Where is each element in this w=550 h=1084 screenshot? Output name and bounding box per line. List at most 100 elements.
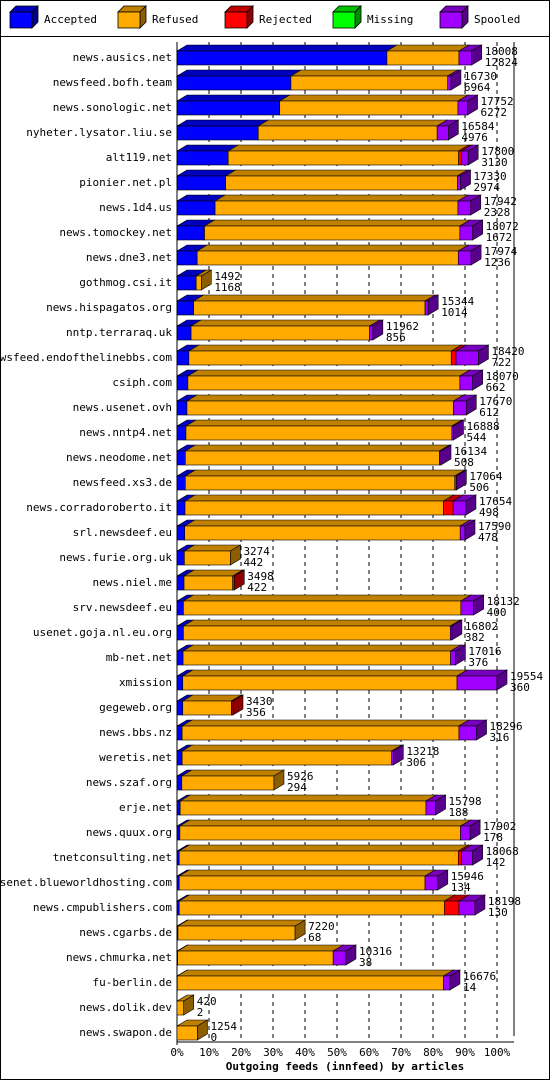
x-tick-label: 70% xyxy=(391,1046,411,1059)
bar-segment xyxy=(182,751,392,765)
bar-segment xyxy=(460,226,473,240)
y-tick-label: nntp.terraraq.uk xyxy=(66,326,172,339)
bar-segment xyxy=(177,401,187,415)
bar-segment xyxy=(179,851,458,865)
bar-segment xyxy=(444,501,454,515)
bar-segment xyxy=(177,126,258,140)
bar-segment xyxy=(177,176,226,190)
bar-segment xyxy=(179,876,425,890)
y-tick-label: newsfeed.endofthelinebbs.com xyxy=(0,351,172,364)
y-tick-label: news.ausics.net xyxy=(73,51,172,64)
accepted-label: 508 xyxy=(454,456,474,469)
bar-segment xyxy=(183,626,450,640)
legend-swatch xyxy=(333,12,355,28)
bar-top xyxy=(179,895,454,901)
y-tick-label: news.hispagatos.org xyxy=(46,301,172,314)
y-tick-label: news.dolik.dev xyxy=(79,1001,172,1014)
bar-top xyxy=(177,95,290,101)
bar-segment xyxy=(177,201,215,215)
bar-segment xyxy=(458,851,461,865)
accepted-label: 6964 xyxy=(464,81,491,94)
bar-top xyxy=(178,945,344,951)
bar-segment xyxy=(187,401,454,415)
bar-segment xyxy=(177,726,182,740)
bar-top xyxy=(186,420,462,426)
y-tick-label: news.cmpublishers.com xyxy=(33,901,172,914)
bar-top xyxy=(215,195,468,201)
accepted-label: 1168 xyxy=(214,281,241,294)
bar-top xyxy=(387,45,469,51)
y-tick-label: news.bbs.nz xyxy=(99,726,172,739)
bar-segment xyxy=(177,276,196,290)
x-tick-label: 20% xyxy=(231,1046,251,1059)
bar-segment xyxy=(177,301,194,315)
accepted-label: 662 xyxy=(486,381,506,394)
bar-segment xyxy=(183,601,460,615)
bar-segment xyxy=(291,76,448,90)
bar-top xyxy=(258,120,447,126)
accepted-label: 3130 xyxy=(481,156,508,169)
y-tick-label: news.furie.org.uk xyxy=(59,551,172,564)
legend-label: Accepted xyxy=(44,13,97,26)
y-tick-label: csiph.com xyxy=(112,376,172,389)
bar-top xyxy=(183,595,470,601)
bar-segment xyxy=(183,676,457,690)
accepted-label: 856 xyxy=(386,331,406,344)
accepted-label: 376 xyxy=(468,656,488,669)
bar-segment xyxy=(457,176,460,190)
accepted-label: 38 xyxy=(359,956,372,969)
bar-segment xyxy=(177,676,183,690)
bar-segment xyxy=(184,551,230,565)
accepted-label: 1014 xyxy=(441,306,468,319)
bar-top xyxy=(178,920,305,926)
legend-swatch xyxy=(440,12,462,28)
bar-segment xyxy=(180,801,426,815)
bar-segment xyxy=(460,526,465,540)
accepted-label: 2 xyxy=(197,1006,204,1019)
bar-top xyxy=(226,170,468,176)
y-tick-label: gegeweb.org xyxy=(99,701,172,714)
bar-segment xyxy=(177,351,189,365)
bar-segment xyxy=(177,701,183,715)
accepted-label: 400 xyxy=(487,606,507,619)
accepted-label: 316 xyxy=(490,731,510,744)
accepted-label: 142 xyxy=(486,856,506,869)
bar-segment xyxy=(177,976,443,990)
bar-top xyxy=(179,845,468,851)
bar-segment xyxy=(194,301,425,315)
accepted-label: 178 xyxy=(483,831,503,844)
y-tick-label: news.cgarbs.de xyxy=(79,926,172,939)
bar-segment xyxy=(177,476,185,490)
bar-segment xyxy=(177,426,186,440)
y-tick-label: news.usenet.ovh xyxy=(73,401,172,414)
y-tick-label: srl.newsdeef.eu xyxy=(73,526,172,539)
x-tick-label: 80% xyxy=(423,1046,443,1059)
bar-top xyxy=(182,745,402,751)
bar-segment xyxy=(189,351,451,365)
accepted-label: 442 xyxy=(243,556,263,569)
bar-segment xyxy=(459,151,462,165)
bar-top xyxy=(177,45,397,51)
bar-segment xyxy=(185,501,444,515)
bar-top xyxy=(183,670,467,676)
bar-segment xyxy=(179,901,444,915)
y-tick-label: news.tomockey.net xyxy=(59,226,172,239)
x-tick-label: 90% xyxy=(455,1046,475,1059)
bar-segment xyxy=(333,951,346,965)
accepted-label: 478 xyxy=(478,531,498,544)
bar-segment xyxy=(185,451,439,465)
bar-segment xyxy=(226,176,458,190)
y-tick-label: nyheter.lysator.liu.se xyxy=(26,126,172,139)
bar-segment xyxy=(177,826,180,840)
bar-segment xyxy=(228,151,458,165)
bar-segment xyxy=(178,951,334,965)
bar-segment xyxy=(370,326,373,340)
bar-top xyxy=(182,770,284,776)
bar-segment xyxy=(448,76,451,90)
bar-segment xyxy=(459,51,472,65)
bar-segment xyxy=(183,701,232,715)
accepted-label: 2328 xyxy=(484,206,511,219)
bar-segment xyxy=(178,926,295,940)
bar-segment xyxy=(177,576,184,590)
